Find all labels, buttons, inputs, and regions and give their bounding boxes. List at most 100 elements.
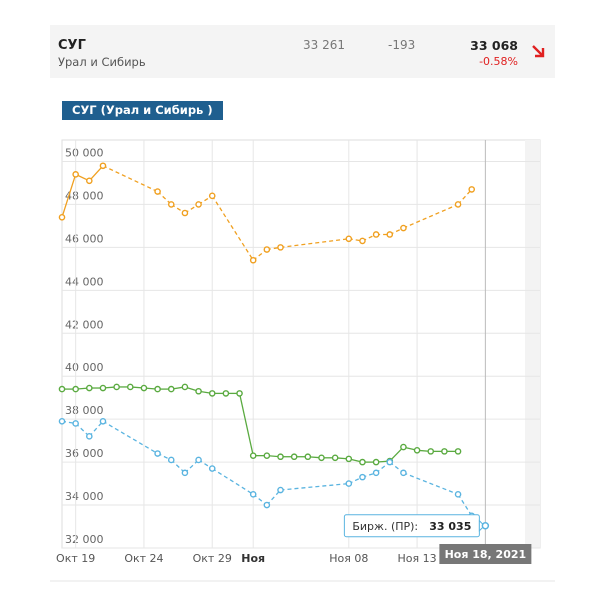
data-point (400, 224, 407, 232)
x-tick-label: Окт 24 (124, 552, 163, 565)
data-point (181, 209, 189, 217)
series-segment (403, 472, 459, 495)
data-point (72, 420, 79, 427)
data-point (99, 384, 107, 392)
crosshair-date-box (439, 544, 532, 564)
data-point (318, 454, 325, 462)
y-tick-label: 46 000 (65, 232, 104, 245)
data-point (222, 390, 230, 397)
data-point (290, 453, 298, 461)
series-segment (211, 467, 254, 495)
data-point (386, 458, 394, 466)
data-point (58, 385, 66, 393)
quote-change: -193 (388, 38, 416, 52)
tooltip-marker (481, 522, 490, 530)
data-point (249, 491, 257, 498)
y-tick-label: 50 000 (65, 146, 104, 159)
data-point (58, 214, 66, 221)
data-point (181, 469, 189, 477)
series-green (58, 383, 462, 466)
series-segment (457, 493, 473, 517)
data-point (359, 473, 366, 481)
tooltip: Бирж. (ПР): 33 035 (343, 514, 490, 538)
quote-open-price: 33 261 (303, 38, 345, 52)
data-point (304, 453, 312, 461)
data-point (386, 231, 394, 238)
series-segment (211, 195, 254, 261)
data-point (195, 456, 202, 464)
data-point (441, 448, 448, 455)
x-tick-label: Окт 19 (56, 552, 95, 565)
data-point (154, 188, 161, 195)
data-point (99, 418, 107, 425)
data-point (345, 235, 353, 243)
tooltip-label: Бирж. (ПР): (352, 520, 418, 533)
data-point (236, 390, 243, 397)
series-segment (102, 420, 158, 455)
data-point (372, 469, 380, 477)
data-point (454, 448, 462, 455)
data-point (400, 443, 407, 451)
data-point (167, 201, 175, 208)
chart-title-tag[interactable]: СУГ (Урал и Сибирь ) (62, 101, 223, 120)
data-point (372, 231, 380, 238)
data-point (400, 469, 407, 477)
series-segment (88, 420, 104, 437)
y-tick-label: 38 000 (65, 404, 104, 417)
series-segment (403, 203, 459, 229)
data-point (72, 171, 79, 178)
quote-name[interactable]: СУГ (58, 38, 86, 53)
quote-change-percent: -0.58% (479, 55, 518, 68)
data-point (167, 385, 175, 393)
series-segment (102, 165, 158, 193)
y-tick-label: 44 000 (65, 275, 104, 288)
data-point (345, 455, 353, 463)
data-point (277, 486, 284, 494)
future-band (525, 140, 540, 548)
data-point (345, 480, 353, 487)
data-point (181, 383, 189, 391)
series-segment (238, 393, 254, 456)
data-point (154, 450, 161, 457)
series-segment (61, 174, 77, 218)
data-point (195, 387, 202, 395)
quote-row[interactable]: СУГ Урал и Сибирь 33 261 -193 33 068 -0.… (50, 25, 555, 78)
data-point (359, 458, 366, 466)
x-tick-label: Ноя 13 (398, 552, 437, 565)
data-point (413, 446, 421, 454)
data-point (372, 458, 380, 466)
series-segment (280, 238, 349, 249)
crosshair-date-text: Ноя 18, 2021 (445, 548, 527, 561)
data-point (58, 418, 66, 425)
y-tick-label: 34 000 (65, 490, 104, 503)
y-tick-label: 36 000 (65, 447, 104, 460)
data-point (277, 244, 284, 251)
data-point (359, 237, 366, 245)
x-tick-label: Окт 29 (193, 552, 232, 565)
data-point (86, 433, 93, 440)
data-point (454, 491, 462, 498)
y-tick-label: 32 000 (65, 533, 104, 546)
x-tick-label: Ноя 08 (329, 552, 368, 565)
data-point (208, 192, 216, 200)
series-orange (58, 162, 476, 264)
tooltip-value: 33 035 (429, 520, 471, 533)
left-mask (0, 140, 52, 568)
data-point (126, 383, 134, 391)
series-segment (280, 482, 349, 491)
data-point (113, 383, 120, 391)
x-tick-label: Ноя (241, 552, 265, 565)
data-point (249, 452, 257, 459)
series-segment (88, 165, 104, 182)
data-point (86, 177, 93, 185)
quote-region: Урал и Сибирь (58, 55, 146, 69)
series-segment (457, 188, 473, 205)
data-point (208, 390, 216, 397)
data-point (468, 186, 476, 193)
data-point (195, 201, 202, 208)
data-point (86, 384, 93, 392)
data-point (140, 384, 148, 392)
data-point (427, 448, 435, 455)
quote-last-price: 33 068 (470, 38, 518, 53)
